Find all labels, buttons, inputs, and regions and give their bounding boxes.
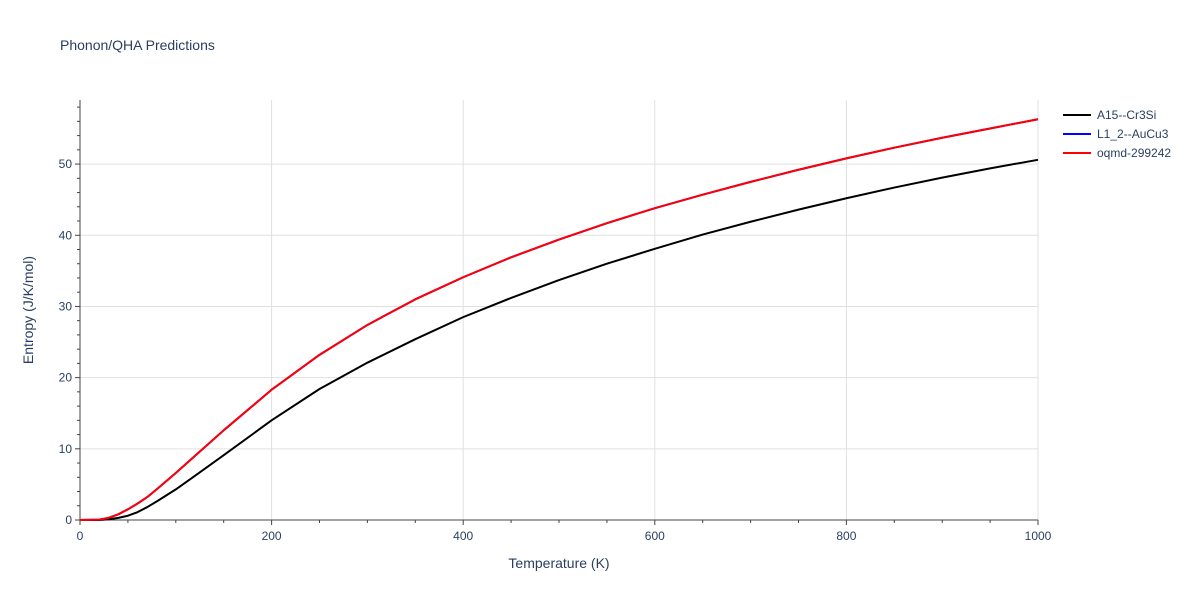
y-tick-label: 40	[59, 228, 73, 242]
y-tick-label: 10	[59, 442, 73, 456]
legend: A15--Cr3Si L1_2--AuCu3 oqmd-299242	[1063, 108, 1171, 160]
plot-area	[79, 118, 1039, 521]
series-line-1	[80, 158, 1039, 521]
x-tick-label: 200	[262, 529, 282, 543]
grid	[80, 100, 1039, 520]
y-axis-title: Entropy (J/K/mol)	[20, 256, 36, 364]
chart-title: Phonon/QHA Predictions	[60, 37, 215, 53]
x-tick-label: 600	[645, 529, 665, 543]
axes: 0 200 400 600 800 1000 0 10 20 30 40 50	[59, 100, 1052, 543]
y-tick-label: 20	[59, 371, 73, 385]
x-tick-label: 0	[77, 529, 84, 543]
series-line-3	[79, 118, 1039, 521]
legend-label: oqmd-299242	[1097, 146, 1171, 160]
series-line-2	[79, 118, 1039, 521]
legend-label: A15--Cr3Si	[1097, 108, 1156, 122]
x-tick-label: 800	[836, 529, 856, 543]
x-tick-label: 1000	[1025, 529, 1052, 543]
legend-label: L1_2--AuCu3	[1097, 127, 1169, 141]
y-tick-label: 50	[59, 157, 73, 171]
x-tick-label: 400	[453, 529, 473, 543]
x-axis-title: Temperature (K)	[508, 555, 609, 571]
y-tick-label: 0	[65, 513, 72, 527]
y-tick-label: 30	[59, 299, 73, 313]
